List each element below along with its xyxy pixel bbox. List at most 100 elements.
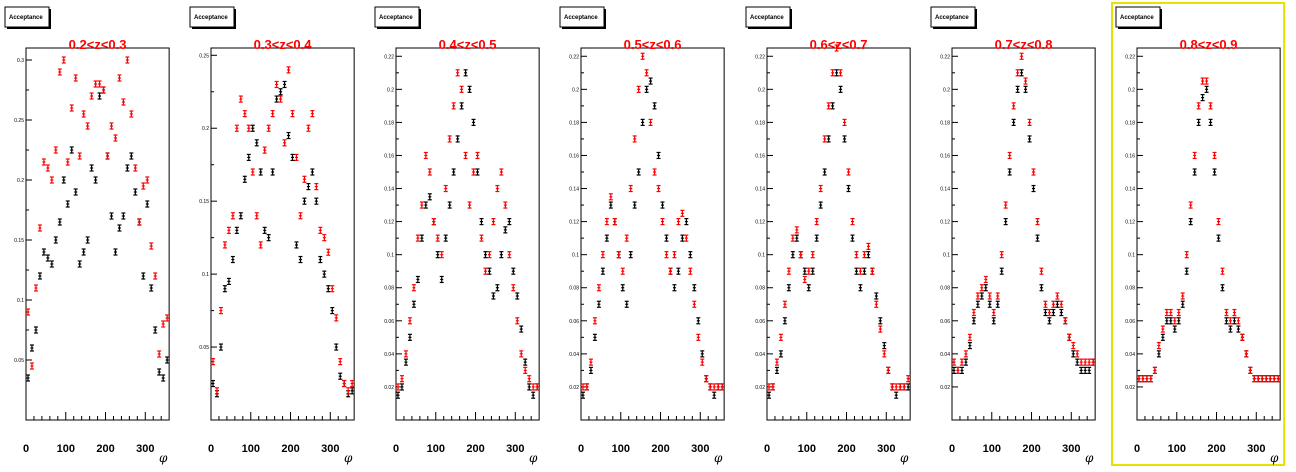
data-point: [854, 267, 859, 275]
data-point: [350, 379, 355, 388]
data-point: [1228, 317, 1233, 325]
data-point: [25, 374, 30, 382]
data-point: [258, 241, 263, 249]
data-point: [1156, 342, 1161, 350]
data-point: [983, 284, 988, 292]
data-point: [519, 325, 524, 333]
data-point: [1079, 358, 1084, 366]
data-point: [491, 218, 496, 226]
data-point: [234, 124, 239, 132]
data-point: [145, 176, 150, 184]
data-point: [125, 164, 130, 172]
y-tick-label: 0.06: [1125, 319, 1135, 325]
data-point: [778, 350, 783, 358]
title-box: [4, 6, 50, 28]
title-box: [930, 6, 976, 28]
data-point: [97, 80, 102, 88]
data-point: [483, 251, 488, 259]
data-point: [322, 270, 327, 278]
data-point: [1075, 358, 1080, 366]
y-tick-label: 0.04: [940, 352, 950, 358]
data-point: [463, 69, 468, 77]
series-red: [25, 56, 170, 370]
data-point: [628, 251, 633, 259]
data-point: [664, 251, 669, 259]
title-box: [1115, 6, 1161, 28]
data-point: [814, 218, 819, 226]
y-tick-label: 0.12: [569, 220, 579, 226]
data-point: [1079, 366, 1084, 374]
data-point: [1220, 267, 1225, 275]
data-point: [226, 226, 231, 234]
data-point: [660, 201, 665, 209]
data-point: [1164, 308, 1169, 317]
data-point: [850, 218, 855, 226]
data-point: [1051, 300, 1056, 308]
y-tick-label: 0.1: [943, 253, 950, 259]
data-point: [415, 234, 420, 242]
y-tick-label: 0.2: [572, 87, 579, 93]
data-point: [330, 285, 335, 293]
data-point: [238, 95, 243, 103]
data-point: [346, 387, 351, 395]
x-tick-label: 100: [798, 443, 816, 455]
data-point: [636, 168, 641, 176]
data-point: [1035, 234, 1040, 242]
data-point: [33, 326, 38, 334]
data-point: [1035, 218, 1040, 226]
data-point: [798, 251, 803, 259]
data-point: [1160, 325, 1165, 333]
data-point: [246, 124, 251, 132]
data-point: [69, 104, 74, 112]
data-point: [794, 234, 799, 242]
series-red: [210, 66, 355, 395]
data-point: [326, 248, 331, 256]
data-point: [656, 184, 661, 193]
data-point: [644, 69, 649, 77]
data-point: [995, 300, 1000, 308]
data-point: [310, 168, 315, 176]
data-point: [499, 251, 504, 259]
data-point: [886, 366, 891, 374]
data-point: [222, 241, 227, 249]
data-point: [157, 368, 162, 376]
data-point: [684, 218, 689, 226]
data-point: [999, 267, 1004, 275]
data-point: [33, 284, 38, 292]
data-point: [814, 234, 819, 242]
data-point: [1156, 350, 1161, 358]
y-tick-label: 0.02: [569, 385, 579, 391]
data-point: [1200, 77, 1205, 85]
data-point: [991, 308, 996, 317]
data-point: [298, 212, 303, 220]
title-box-label: Acceptance: [564, 15, 598, 21]
data-point: [1043, 308, 1048, 317]
data-point: [995, 292, 1000, 300]
y-tick-label: 0.22: [569, 54, 579, 60]
data-point: [770, 383, 775, 391]
data-point: [874, 300, 879, 308]
data-point: [906, 383, 911, 391]
data-point: [1240, 333, 1245, 341]
y-tick-label: 0.12: [940, 220, 950, 226]
title-box: [745, 6, 791, 28]
data-point: [1027, 118, 1032, 127]
data-point: [1051, 308, 1056, 317]
data-point: [656, 151, 661, 160]
data-point: [427, 168, 432, 176]
data-point: [77, 260, 82, 268]
x-tick-label: 200: [837, 443, 855, 455]
series-black: [210, 80, 355, 398]
x-tick-label: 200: [466, 443, 484, 455]
data-point: [218, 306, 223, 315]
data-point: [1184, 251, 1189, 259]
data-point: [165, 314, 170, 322]
chart-title: 0.2<z<0.3: [69, 37, 127, 52]
chart-title: 0.8<z<0.9: [1180, 37, 1238, 52]
data-point: [971, 317, 976, 325]
data-point: [121, 212, 126, 220]
data-point: [987, 292, 992, 300]
data-point: [680, 234, 685, 242]
data-point: [475, 151, 480, 160]
data-point: [790, 234, 795, 242]
